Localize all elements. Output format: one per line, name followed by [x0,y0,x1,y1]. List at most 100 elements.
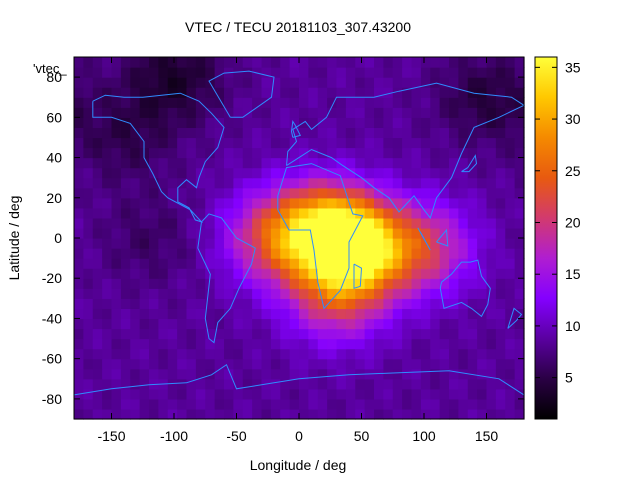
heatmap-cell [505,147,516,159]
heatmap-cell [402,137,413,149]
heatmap-cell [205,258,216,269]
heatmap-cell [149,318,159,330]
heatmap-cell [420,388,431,400]
heatmap-cell [383,408,394,420]
heatmap-cell [486,338,497,350]
heatmap-cell [495,328,506,340]
heatmap-cell [477,137,488,149]
heatmap-cell [233,97,244,108]
heatmap-cell [214,268,225,279]
heatmap-cell [402,258,413,269]
heatmap-cell [336,378,347,390]
heatmap-cell [139,127,150,139]
heatmap-cell [486,388,497,400]
heatmap-cell [505,77,516,88]
heatmap-cell [102,308,113,320]
heatmap-cell [289,318,300,330]
heatmap-cell [430,87,441,98]
heatmap-cell [477,378,488,390]
heatmap-cell [177,358,188,370]
heatmap-cell [458,97,469,108]
heatmap-cell [477,358,488,370]
heatmap-cell [345,157,356,169]
heatmap-cell [299,197,309,209]
heatmap-cell [130,408,141,420]
heatmap-cell [420,318,431,330]
heatmap-cell [233,197,244,209]
heatmap-cell [224,227,234,239]
heatmap-cell [327,97,338,108]
heatmap-cell [299,368,309,380]
heatmap-cell [514,278,525,289]
heatmap-cell [364,137,375,149]
heatmap-cell [205,67,216,78]
heatmap-cell [280,207,291,219]
heatmap-cell [364,238,375,249]
heatmap-cell [308,288,319,299]
heatmap-cell [458,238,469,249]
heatmap-cell [467,127,478,139]
heatmap-cell [449,147,459,159]
heatmap-cell [411,127,422,139]
heatmap-cell [355,227,366,239]
heatmap-cell [102,298,113,309]
heatmap-cell [158,408,169,420]
heatmap-cell [205,197,216,209]
heatmap-cell [411,278,422,289]
heatmap-cell [139,258,150,269]
heatmap-cell [458,388,469,400]
heatmap-cell [74,77,84,88]
heatmap-cell [411,87,422,98]
heatmap-cell [495,147,506,159]
heatmap-cell [411,408,422,420]
heatmap-cell [120,338,131,350]
heatmap-cell [158,388,169,400]
heatmap-cell [458,167,469,179]
heatmap-cell [336,238,347,249]
heatmap-cell [130,57,141,68]
heatmap-cell [505,328,516,340]
heatmap-cell [83,298,94,309]
heatmap-cell [92,77,103,88]
heatmap-cell [486,348,497,360]
heatmap-cell [355,107,366,118]
heatmap-cell [186,127,197,139]
heatmap-cell [130,248,141,259]
heatmap-cell [242,197,253,209]
heatmap-cell [167,348,178,360]
heatmap-cell [111,157,122,169]
heatmap-cell [242,127,253,139]
heatmap-cell [336,147,347,159]
heatmap-cell [486,167,497,179]
heatmap-cell [74,167,84,179]
heatmap-cell [252,157,263,169]
heatmap-cell [299,248,309,259]
heatmap-cell [467,268,478,279]
heatmap-cell [449,117,459,128]
heatmap-cell [167,137,178,149]
heatmap-cell [402,408,413,420]
heatmap-cell [505,338,516,350]
heatmap-cell [299,298,309,309]
heatmap-cell [355,348,366,360]
heatmap-cell [149,107,159,118]
heatmap-cell [167,268,178,279]
heatmap-cell [252,378,263,390]
heatmap-cell [280,227,291,239]
heatmap-cell [149,368,159,380]
heatmap-cell [224,107,234,118]
heatmap-cell [477,67,488,78]
heatmap-cell [505,368,516,380]
heatmap-cell [120,358,131,370]
heatmap-cell [402,268,413,279]
heatmap-cell [430,97,441,108]
heatmap-cell [224,217,234,229]
heatmap-cell [242,308,253,320]
heatmap-cell [102,177,113,189]
heatmap-cell [336,338,347,350]
heatmap-cell [149,217,159,229]
heatmap-cell [317,258,328,269]
heatmap-cell [392,207,403,219]
